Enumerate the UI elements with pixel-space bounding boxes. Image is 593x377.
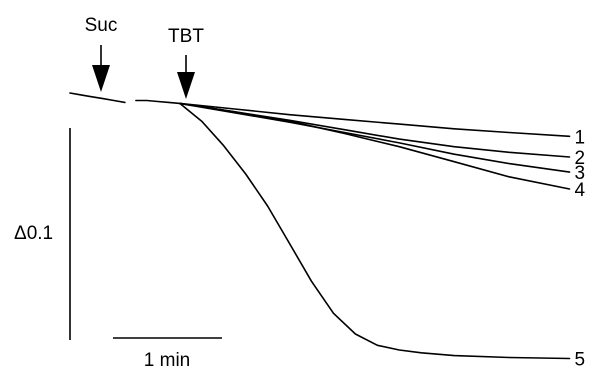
tbt-annotation-label: TBT	[168, 26, 204, 47]
series-trace-1	[179, 102, 571, 138]
series-label-4: 4	[575, 180, 586, 201]
baseline-trace	[69, 92, 181, 105]
series-trace-4	[179, 102, 571, 190]
tbt-arrow-head-icon	[177, 72, 195, 99]
series-label-5: 5	[575, 350, 586, 371]
y-scale-bar-label: Δ0.1	[14, 223, 53, 244]
series-trace-3	[179, 102, 571, 173]
x-scale-bar-label: 1 min	[144, 350, 190, 371]
series-trace-2	[179, 102, 571, 158]
series-label-2: 2	[575, 148, 586, 169]
series-traces-group	[179, 102, 571, 360]
suc-annotation-label: Suc	[85, 15, 118, 36]
series-label-1: 1	[575, 127, 586, 148]
series-label-3: 3	[575, 163, 586, 184]
suc-arrow-head-icon	[92, 65, 110, 92]
series-trace-5	[179, 102, 571, 360]
baseline-trace-group	[69, 92, 181, 105]
